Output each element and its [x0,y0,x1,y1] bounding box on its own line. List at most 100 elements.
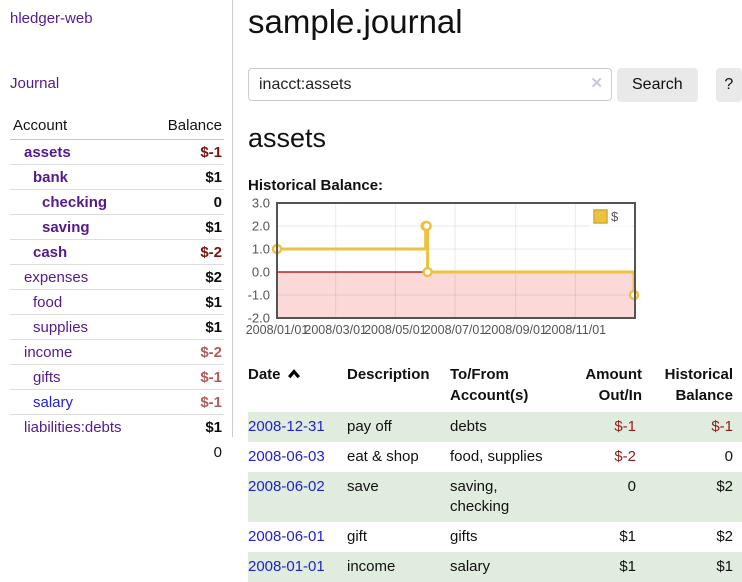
account-heading: assets [248,122,327,153]
sidebar-account-link[interactable]: checking [42,193,108,211]
accounts-header-row: Account Balance [10,113,224,140]
x-axis-tick-label: 2008/11/01 [545,323,607,337]
account-balance: $1 [150,289,224,315]
negative-region [277,272,635,318]
transaction-amount: $-2 [614,448,636,465]
account-balance: $-2 [150,239,224,265]
register-row: 2008-06-02 save saving, checking 0 $2 [248,472,742,522]
transaction-date-link[interactable]: 2008-12-31 [248,418,325,435]
sidebar-account-link[interactable]: supplies [33,318,89,336]
register-row: 2008-01-01 income salary $1 $1 [248,552,742,582]
register-header-balance-line1: Historical [664,366,733,383]
sidebar-account-link[interactable]: income [24,343,73,361]
search-input-wrap: ✕ [248,68,612,102]
account-row: saving $1 [10,214,224,240]
data-point-marker [422,266,433,278]
account-row: assets $-1 [10,140,224,165]
register-header-balance: Historical Balance [642,360,742,412]
transaction-accounts: food, supplies [450,448,543,465]
transaction-description: eat & shop [347,448,419,465]
transaction-balance: $2 [716,478,733,495]
transaction-accounts: gifts [450,528,478,545]
account-balance: $1 [150,214,224,240]
y-axis-tick-label: -1.0 [248,288,270,303]
clear-search-icon[interactable]: ✕ [590,75,603,93]
account-row: supplies $1 [10,314,224,340]
register-header-date[interactable]: Date [248,360,347,412]
sidebar-account-link[interactable]: cash [33,243,68,261]
page-title: sample.journal [248,3,463,40]
accounts-header-account: Account [10,113,151,140]
sidebar-account-link[interactable]: bank [33,168,69,186]
app-title-link[interactable]: hledger-web [10,10,93,27]
search-button[interactable]: Search [617,67,698,102]
data-point-marker [421,220,432,232]
sidebar-account-link[interactable]: salary [33,393,74,411]
y-axis-tick-label: 2.0 [252,219,270,234]
transaction-accounts: salary [450,558,491,575]
sidebar-item-journal[interactable]: Journal [10,75,60,92]
account-balance: $1 [150,414,224,439]
account-row: gifts $-1 [10,364,224,390]
account-row: liabilities:debts $1 [10,414,224,439]
account-row: salary $-1 [10,389,224,415]
sidebar-account-link[interactable]: saving [42,218,90,236]
accounts-table: Account Balance assets $-1 bank $1 checking 0… [10,113,224,464]
register-header-description: Description [347,366,430,383]
x-axis-tick-label: 2008/09/01 [484,323,547,337]
transaction-accounts: saving, checking [450,478,510,515]
account-balance: $1 [150,164,224,190]
transaction-amount: 0 [627,478,636,495]
account-row: cash $-2 [10,239,224,265]
account-balance: $-2 [150,339,224,365]
sidebar-account-link[interactable]: food [33,293,63,311]
historical-balance-chart: $3.0 2.0 1.0 0.0 -1.0 -2.0 2008/01/01 2008/03/0… [245,196,742,339]
transaction-date-link[interactable]: 2008-06-02 [248,478,325,495]
transaction-amount: $1 [619,558,636,575]
account-balance: $-1 [150,364,224,390]
x-axis-tick-label: 2008/07/01 [424,323,487,337]
register-header-row: Date Description To/From Account(s) Amou… [248,360,742,412]
sidebar-account-link[interactable]: expenses [24,268,89,286]
transaction-accounts: debts [450,418,487,435]
transaction-date-link[interactable]: 2008-06-03 [248,448,325,465]
sidebar-account-link[interactable]: liabilities:debts [24,418,122,436]
register-row: 2008-06-01 gift gifts $1 $2 [248,522,742,552]
account-balance: $-1 [150,389,224,415]
transaction-date-link[interactable]: 2008-01-01 [248,558,325,575]
accounts-header-balance: Balance [150,113,224,140]
sidebar: hledger-web Journal Account Balance asse… [0,0,233,461]
transaction-date-link[interactable]: 2008-06-01 [248,528,325,545]
transaction-balance: $1 [716,558,733,575]
register-header-amount-line1: Amount [585,366,642,383]
transaction-amount: $-1 [614,418,636,435]
register-header-date-label: Date [248,366,281,383]
register-header-tofrom-line1: To/From [450,366,509,383]
transaction-description: gift [347,528,368,545]
y-axis-tick-label: 3.0 [252,196,270,211]
register-header-tofrom-line2: Account(s) [450,387,529,404]
transaction-description: save [347,478,379,495]
register-header-amount: Amount Out/In [563,360,642,412]
transaction-balance: $-1 [711,418,733,435]
account-balance: $2 [150,264,224,290]
y-axis-tick-label: -2.0 [248,311,270,326]
accounts-total-spacer [10,439,151,464]
accounts-table-body: assets $-1 bank $1 checking 0 saving $1 cash $-2 e… [10,140,224,439]
sort-ascending-icon[interactable] [287,369,301,379]
search-input[interactable] [248,68,612,102]
register-header-tofrom: To/From Account(s) [450,360,563,412]
x-axis-tick-label: 2008/05/01 [364,323,427,337]
transaction-balance: 0 [724,448,733,465]
balance-chart-svg: $3.0 2.0 1.0 0.0 -1.0 -2.02008/01/012008/03/0… [246,196,640,337]
account-row: food $1 [10,289,224,315]
account-row: income $-2 [10,339,224,365]
account-row: expenses $2 [10,264,224,290]
help-button[interactable]: ? [715,67,742,102]
accounts-total-row: 0 [10,439,224,464]
account-row: bank $1 [10,164,224,190]
transaction-description: pay off [347,418,392,435]
sidebar-account-link[interactable]: assets [24,143,71,161]
transaction-description: income [347,558,396,575]
sidebar-account-link[interactable]: gifts [33,368,61,386]
